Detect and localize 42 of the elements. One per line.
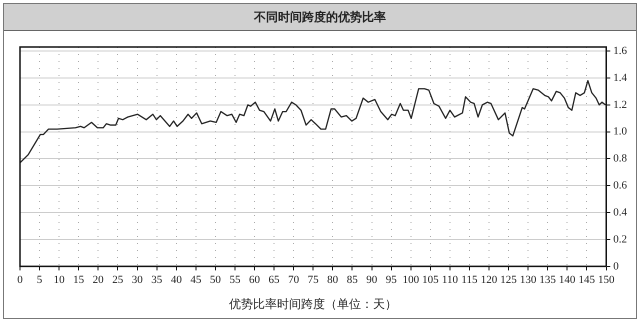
x-tick-label: 85 bbox=[346, 274, 358, 286]
x-tick-label: 100 bbox=[402, 274, 420, 286]
x-tick-label: 120 bbox=[480, 274, 498, 286]
x-tick-label: 35 bbox=[151, 274, 163, 286]
x-tick-label: 125 bbox=[500, 274, 518, 286]
x-tick-label: 20 bbox=[92, 274, 104, 286]
y-tick-label: 1.4 bbox=[613, 72, 628, 84]
chart-title: 不同时间跨度的优势比率 bbox=[4, 4, 636, 31]
y-tick-label: 0.2 bbox=[613, 233, 627, 246]
x-tick-label: 140 bbox=[558, 274, 576, 286]
x-tick-label: 0 bbox=[17, 274, 24, 286]
x-tick-label: 70 bbox=[288, 274, 300, 286]
x-tick-label: 30 bbox=[132, 274, 144, 286]
x-tick-label: 75 bbox=[308, 274, 320, 286]
x-tick-label: 115 bbox=[461, 274, 478, 286]
x-tick-label: 130 bbox=[520, 274, 537, 286]
x-tick-label: 50 bbox=[210, 274, 222, 286]
x-tick-label: 95 bbox=[386, 274, 398, 286]
x-tick-label: 135 bbox=[539, 274, 556, 286]
y-tick-label: 0.4 bbox=[613, 206, 628, 218]
x-tick-label: 110 bbox=[442, 274, 458, 286]
x-tick-label: 40 bbox=[170, 274, 182, 286]
x-tick-label: 145 bbox=[578, 274, 596, 286]
y-tick-label: 1.0 bbox=[613, 126, 628, 138]
x-tick-label: 150 bbox=[598, 274, 615, 286]
x-tick-label: 90 bbox=[366, 274, 378, 286]
x-tick-label: 105 bbox=[422, 274, 440, 286]
y-tick-label: 1.2 bbox=[613, 98, 627, 111]
y-tick-label: 0.8 bbox=[613, 152, 628, 165]
x-tick-label: 55 bbox=[229, 274, 241, 286]
x-tick-label: 60 bbox=[249, 274, 260, 286]
x-tick-label: 5 bbox=[36, 274, 43, 286]
y-tick-label: 0.6 bbox=[613, 180, 628, 192]
x-tick-label: 10 bbox=[54, 274, 66, 286]
y-tick-label: 0 bbox=[613, 260, 620, 272]
x-tick-label: 45 bbox=[190, 274, 202, 286]
x-tick-label: 80 bbox=[327, 274, 339, 286]
x-axis-title: 优势比率时间跨度（单位：天） bbox=[229, 296, 398, 311]
x-tick-label: 25 bbox=[112, 274, 124, 286]
x-tick-label: 65 bbox=[268, 274, 280, 286]
x-tick-label: 15 bbox=[73, 274, 85, 286]
y-tick-label: 1.6 bbox=[613, 44, 628, 57]
